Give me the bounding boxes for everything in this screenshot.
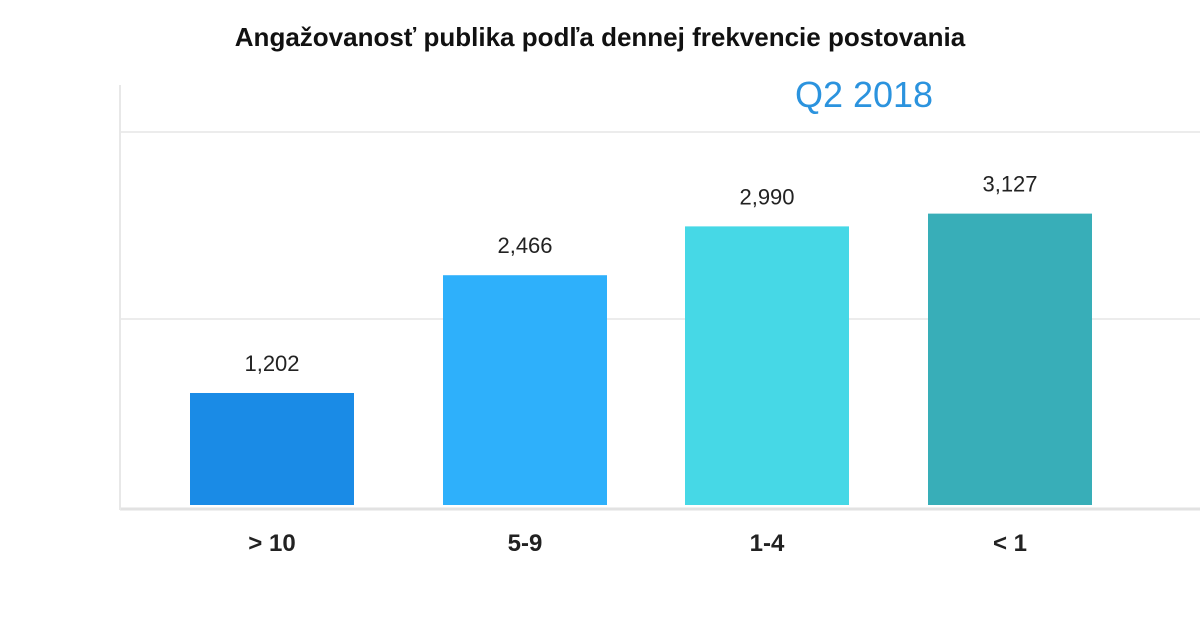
bar [190,392,354,505]
bar-value-label: 2,466 [497,233,552,258]
category-label: 1-4 [750,530,785,557]
category-label: > 10 [248,530,295,557]
bar-value-label: 3,127 [982,172,1037,197]
bar-value-label: 2,990 [739,184,794,209]
bar [928,213,1092,505]
category-label: 5-9 [508,530,543,557]
bars [190,213,1092,506]
chart-subtitle: Q2 2018 [794,74,934,115]
bar [443,275,607,505]
bar [685,226,849,506]
chart-title: Angažovanosť publika podľa dennej frekve… [234,22,966,52]
category-label: < 1 [993,530,1027,557]
category-labels: > 10 5-9 1-4 < 1 [248,530,1027,557]
bar-value-label: 1,202 [244,351,299,376]
value-labels: 1,202 2,466 2,990 3,127 [244,172,1037,376]
